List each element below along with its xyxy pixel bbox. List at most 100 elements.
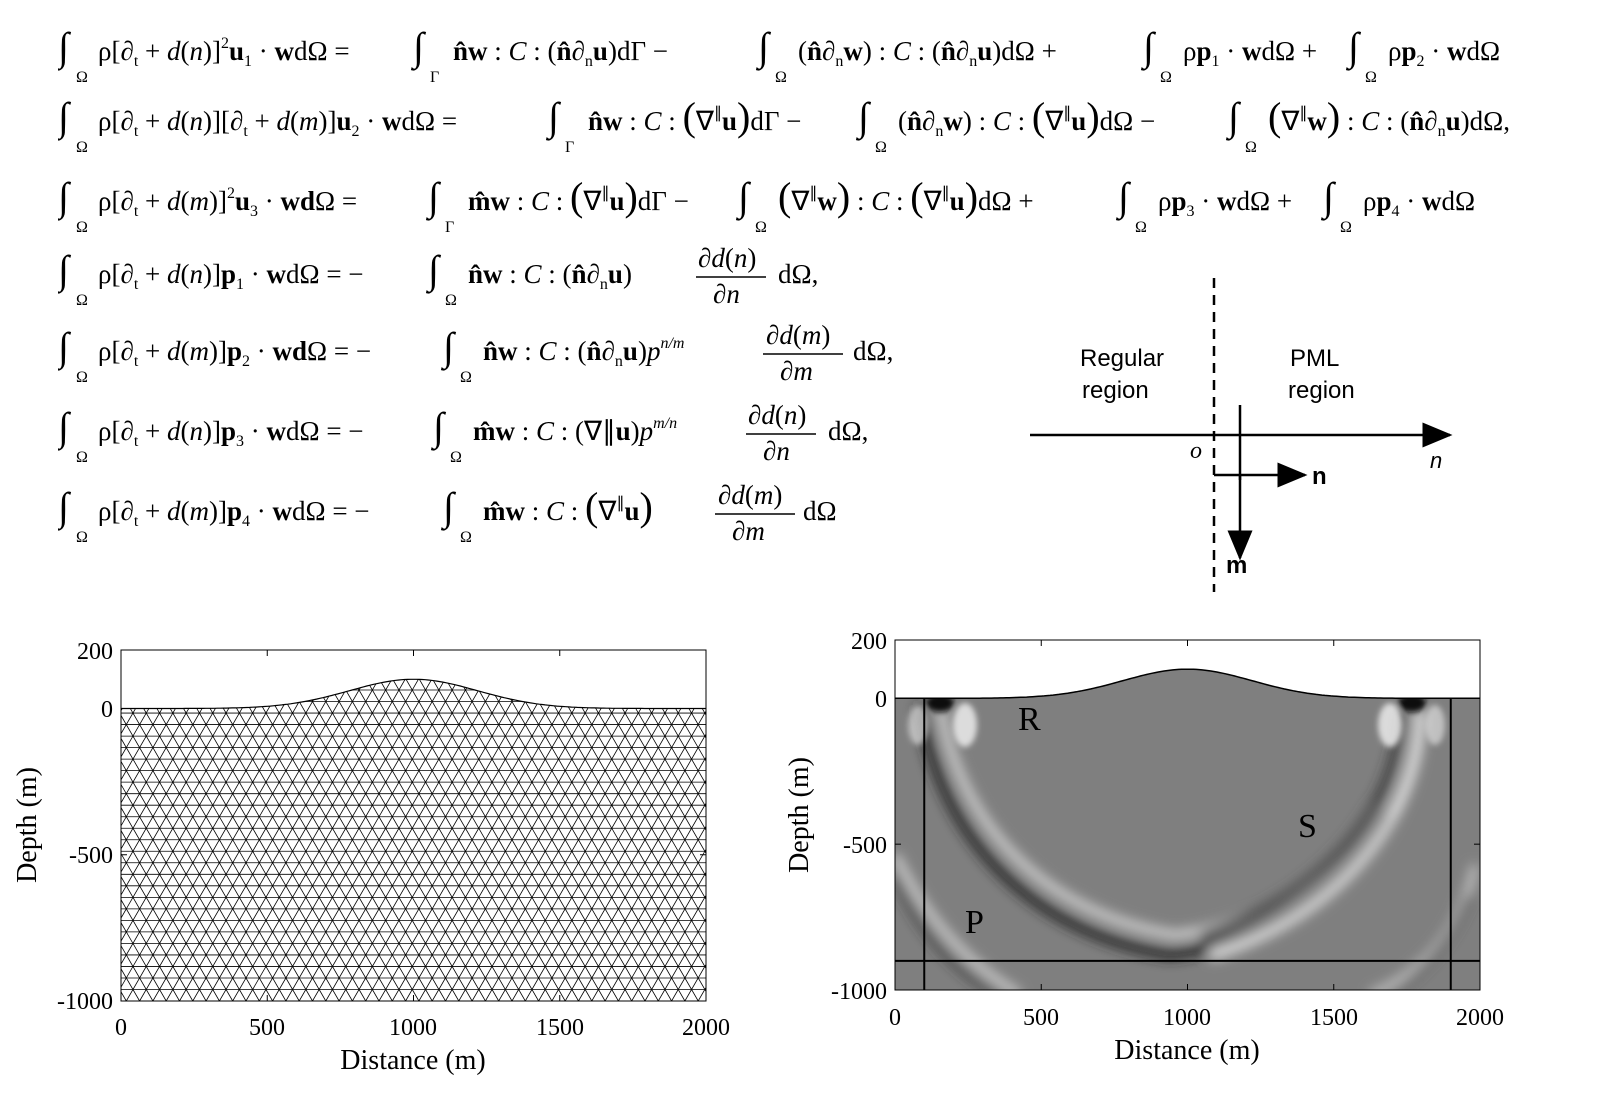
- mesh-edge: [423, 679, 619, 1002]
- mesh-edge: [485, 679, 680, 1002]
- svg-text:∫: ∫: [425, 247, 442, 294]
- svg-text:Ω: Ω: [445, 292, 457, 309]
- mesh-xtick-0: 0: [115, 1015, 127, 1041]
- mesh-edge: [197, 679, 393, 1002]
- svg-text:∂n: ∂n: [763, 436, 790, 466]
- mesh-edge: [524, 679, 706, 1002]
- wf-ytick-200: 200: [851, 629, 887, 655]
- wavefronts: [895, 694, 1479, 990]
- svg-text:ρ[∂t + d(m)]p2 · wdΩ = −: ρ[∂t + d(m)]p2 · wdΩ = −: [98, 336, 371, 370]
- wf-ytick-0: 0: [875, 687, 887, 713]
- mesh-edge: [205, 679, 401, 1002]
- mesh-ytick-0: 0: [101, 697, 113, 723]
- svg-text:n̂w : C : (n̂∂nu): n̂w : C : (n̂∂nu): [468, 259, 632, 293]
- mesh-edge: [250, 679, 446, 1002]
- svg-text:Ω: Ω: [1160, 69, 1172, 86]
- mesh-edge: [596, 679, 706, 1002]
- svg-text:(n̂∂nw) : C : (n̂∂nu)dΩ +: (n̂∂nw) : C : (n̂∂nu)dΩ +: [798, 36, 1057, 70]
- mesh-ticks: [120, 649, 707, 1002]
- mesh-edge: [317, 679, 513, 1002]
- mesh-edge: [370, 679, 566, 1002]
- rayleigh-right-dark: [1398, 694, 1426, 712]
- mesh-edge: [684, 679, 706, 1002]
- wavefield-ticks: [894, 639, 1481, 991]
- wf-xtick-1500: 1500: [1310, 1005, 1358, 1031]
- mesh-edge: [121, 679, 234, 1002]
- svg-text:∫: ∫: [440, 324, 457, 371]
- mesh-edge: [121, 679, 194, 1002]
- svg-text:∫: ∫: [58, 100, 72, 141]
- mesh-edge: [663, 679, 706, 1002]
- mesh-edge: [121, 679, 255, 1002]
- mesh-edge: [530, 679, 706, 1002]
- mesh-edge: [703, 679, 706, 1002]
- mesh-edge: [121, 679, 247, 1002]
- equation-2: ∫ Ω ρ[∂t + d(n)][∂t + d(m)]u2 · wdΩ = ∫ Γ …: [55, 94, 1588, 169]
- mesh-edge: [325, 679, 521, 1002]
- triangular-mesh: [121, 665, 780, 1002]
- mesh-edge: [258, 679, 454, 1002]
- svg-text:(∇∥w) : C : (∇∥u)dΩ +: (∇∥w) : C : (∇∥u)dΩ +: [778, 180, 1034, 219]
- normal-vector-label: n: [1312, 463, 1327, 490]
- rayleigh-left-light: [953, 703, 977, 747]
- svg-text:n̂w : C : (n̂∂nu)pn/m: n̂w : C : (n̂∂nu)pn/m: [483, 335, 684, 370]
- svg-text:Ω: Ω: [76, 69, 88, 86]
- mesh-edge: [751, 665, 780, 1001]
- mesh-edge: [649, 679, 706, 1002]
- wf-ytick-minus1000: -1000: [831, 979, 887, 1005]
- p-wave-front-right-dark: [1388, 893, 1473, 990]
- svg-text:∫: ∫: [1115, 180, 1132, 221]
- svg-text:∂d(m): ∂d(m): [766, 322, 830, 350]
- mesh-edge: [219, 679, 414, 1002]
- rayleigh-left-light-2: [908, 705, 928, 745]
- svg-text:m̂w : C : (∇∥u): m̂w : C : (∇∥u): [483, 484, 653, 529]
- tangent-vector-label: m: [1226, 552, 1247, 579]
- p-wave-front-right: [1368, 864, 1479, 990]
- mesh-edge: [125, 679, 321, 1002]
- pml-region-label-1: PML: [1290, 345, 1339, 372]
- mesh-edge: [445, 679, 641, 1002]
- svg-text:Ω: Ω: [76, 449, 88, 466]
- mesh-edge: [697, 679, 706, 1002]
- mesh-ytick-200: 200: [77, 639, 113, 665]
- svg-text:∂d(m): ∂d(m): [718, 482, 782, 510]
- equation-1: ∫ Ω ρ[∂t + d(n)]2u1 · wdΩ = ∫ Γ n̂w : C : …: [55, 24, 1538, 91]
- rayleigh-right-light: [1378, 703, 1402, 747]
- mesh-edge: [418, 679, 614, 1002]
- svg-text:∫: ∫: [410, 30, 427, 71]
- mesh-edge: [591, 679, 706, 1002]
- rayleigh-left-dark: [926, 694, 954, 712]
- mesh-edge: [657, 679, 706, 1002]
- mesh-edge: [338, 679, 534, 1002]
- mesh-edge: [285, 679, 481, 1002]
- mesh-edge: [139, 679, 335, 1002]
- svg-text:∫: ∫: [755, 30, 772, 71]
- mesh-edge: [551, 679, 706, 1002]
- mesh-edge: [121, 679, 220, 1002]
- mesh-edge: [312, 679, 508, 1002]
- mesh-edge: [121, 679, 180, 1002]
- svg-text:ρ[∂t + d(m)]2u3 · wdΩ =: ρ[∂t + d(m)]2u3 · wdΩ =: [98, 185, 357, 220]
- mesh-edge: [397, 679, 593, 1002]
- equation-3: ∫ Ω ρ[∂t + d(m)]2u3 · wdΩ = ∫ Γ m̂w : C : …: [55, 174, 1538, 249]
- mesh-edge: [725, 665, 780, 1001]
- svg-text:Ω: Ω: [755, 219, 767, 236]
- mesh-edge: [583, 679, 706, 1002]
- svg-text:Γ: Γ: [445, 219, 454, 236]
- mesh-edge: [516, 679, 706, 1002]
- mesh-topography-line: [121, 678, 706, 710]
- mesh-edge: [365, 679, 561, 1002]
- mesh-edge: [636, 679, 706, 1002]
- svg-text:∫: ∫: [735, 180, 752, 221]
- svg-text:∫: ∫: [545, 100, 562, 141]
- mesh-edge: [121, 679, 295, 1002]
- mesh-edge: [556, 679, 706, 1002]
- svg-text:Ω: Ω: [460, 369, 472, 386]
- wave-label-p: P: [965, 904, 984, 941]
- mesh-edge: [121, 679, 188, 1002]
- origin-label: o: [1190, 438, 1202, 464]
- mesh-edge: [121, 679, 281, 1002]
- svg-text:Ω: Ω: [875, 139, 887, 156]
- svg-text:Ω: Ω: [76, 529, 88, 546]
- mesh-edge: [543, 679, 706, 1002]
